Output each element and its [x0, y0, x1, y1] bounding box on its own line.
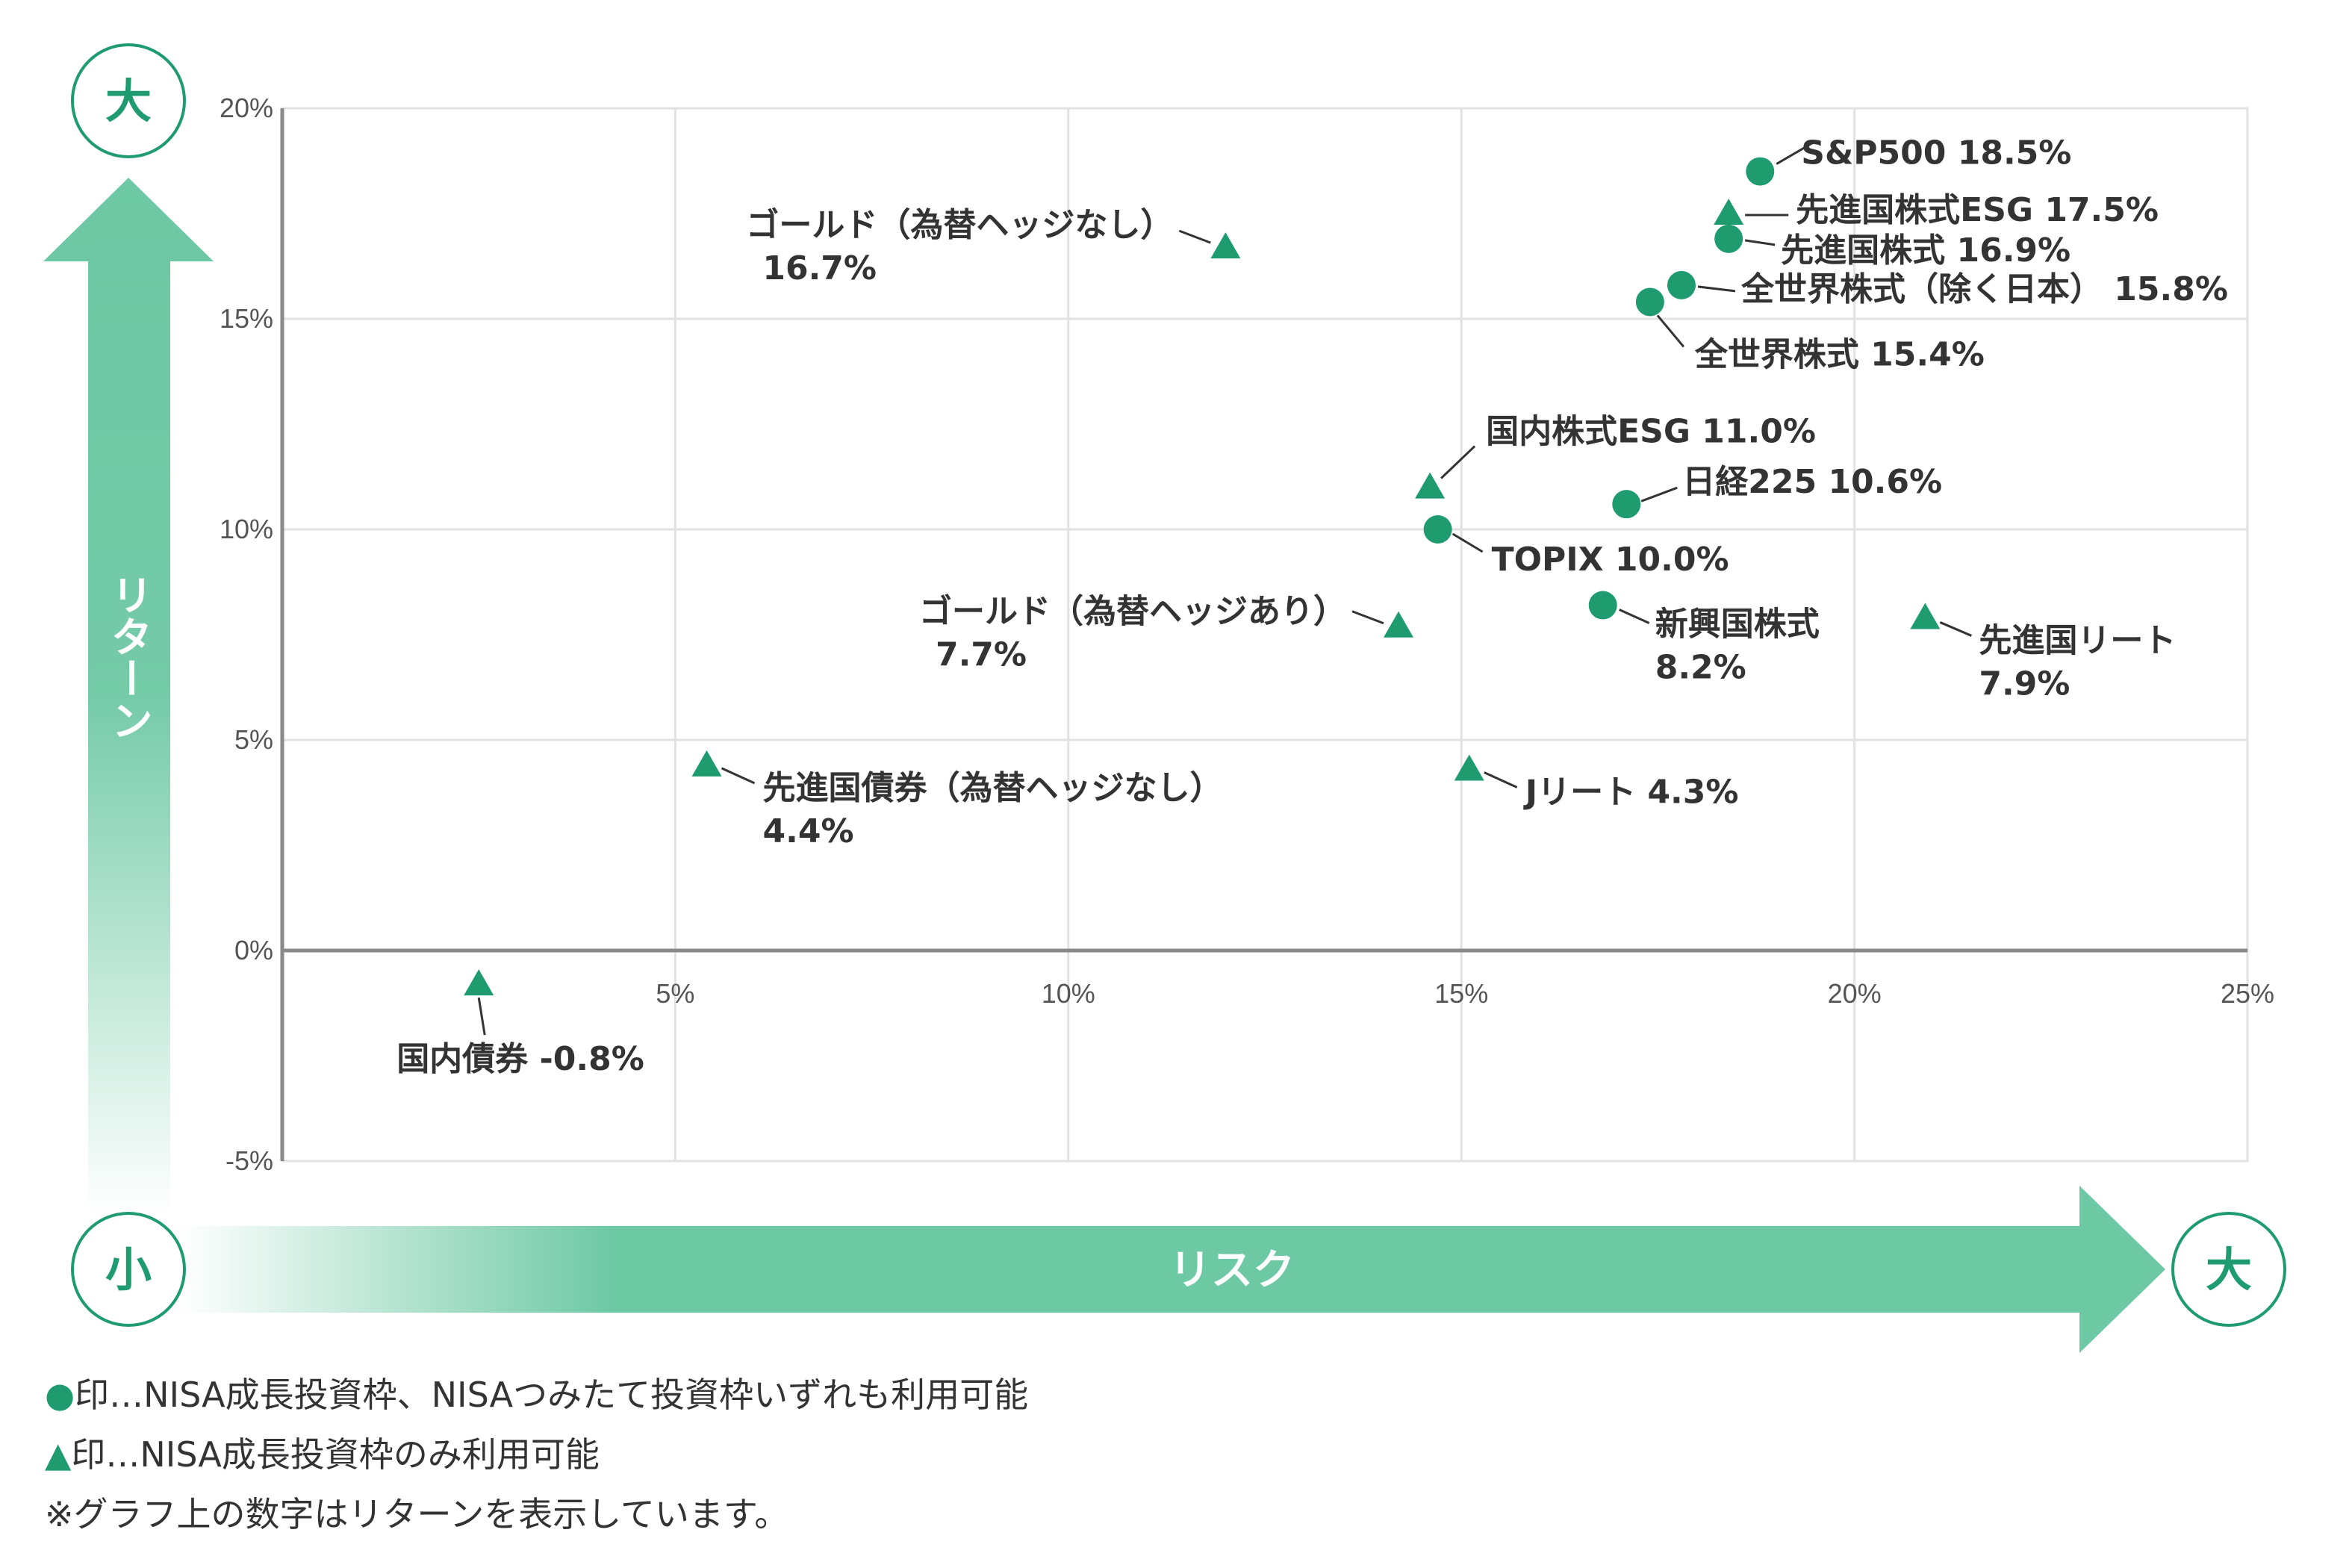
- triangle-marker: [464, 969, 494, 996]
- leader-line: [1640, 486, 1678, 503]
- triangle-legend-icon: ▲: [45, 1434, 72, 1475]
- circle-marker: [1667, 270, 1696, 299]
- y-tick-label: 0%: [234, 935, 273, 965]
- leader-line: [1939, 621, 1972, 637]
- risk-axis-label: リスク: [1169, 1246, 1295, 1295]
- svg-text:大: 大: [2206, 1242, 2252, 1297]
- circle-marker: [1635, 287, 1664, 317]
- leader-line: [1697, 285, 1736, 293]
- point-label: ゴールド（為替ヘッジなし）: [746, 206, 1173, 244]
- risk-arrow: [179, 1186, 2165, 1353]
- return-axis-label: リターン: [105, 573, 153, 741]
- return-arrow: [43, 178, 214, 1213]
- point-label: 新興国株式: [1655, 606, 1820, 644]
- point-label: 日経225 10.6%: [1682, 463, 1942, 501]
- triangle-marker: [1415, 472, 1446, 499]
- point-label: TOPIX 10.0%: [1492, 541, 1729, 579]
- x-tick-label: 15%: [1434, 978, 1488, 1009]
- circle-legend-text: 印…NISA成長投資枠、NISAつみたて投資枠いずれも利用可能: [75, 1375, 1029, 1415]
- leader-line: [1351, 610, 1384, 625]
- point-label: 先進国株式ESG 17.5%: [1796, 191, 2159, 229]
- y-tick-label: 15%: [220, 303, 273, 334]
- leader-line: [1440, 445, 1476, 479]
- point-value-label: 4.4%: [763, 812, 854, 850]
- x-tick-label: 10%: [1042, 978, 1095, 1009]
- origin-low-badge: 小: [71, 1212, 186, 1327]
- point-label: 先進国リート: [1979, 621, 2176, 659]
- point-value-label: 7.7%: [936, 636, 1027, 674]
- point-label: 全世界株式（除く日本） 15.8%: [1740, 270, 2228, 308]
- point-label: 国内債券 -0.8%: [396, 1040, 644, 1078]
- triangle-marker: [1454, 754, 1484, 781]
- point-label: 国内株式ESG 11.0%: [1486, 413, 1816, 451]
- point-label: 先進国債券（為替ヘッジなし）: [763, 769, 1223, 807]
- leader-line: [1656, 314, 1685, 348]
- circle-marker: [1588, 591, 1617, 620]
- point-value-label: 16.7%: [762, 249, 877, 287]
- triangle-marker: [1210, 232, 1241, 259]
- leader-line: [1178, 229, 1211, 244]
- svg-text:小: 小: [105, 1242, 152, 1297]
- return-high-badge: 大: [71, 43, 186, 158]
- circle-marker: [1612, 490, 1641, 519]
- x-tick-label: 25%: [2221, 978, 2274, 1009]
- point-label: ゴールド（為替ヘッジあり）: [919, 593, 1346, 631]
- triangle-marker: [1714, 199, 1744, 225]
- triangle-marker: [1383, 611, 1413, 638]
- leader-line: [1744, 239, 1776, 246]
- leader-line: [1452, 532, 1484, 553]
- plot-area: 5% 10% 15% 20% 25% 20% 15% 10% 5% 0% -5% S&P500 18…: [220, 93, 2274, 1176]
- legend-triangle: ▲印…NISA成長投資枠のみ利用可能: [45, 1428, 600, 1477]
- leader-line: [477, 997, 486, 1036]
- leader-line: [1776, 142, 1814, 165]
- svg-text:大: 大: [105, 74, 152, 128]
- y-tick-label: 10%: [220, 514, 273, 544]
- circle-legend-icon: ●: [45, 1375, 75, 1415]
- triangle-marker: [1910, 603, 1941, 629]
- y-tick-label: -5%: [225, 1145, 273, 1176]
- point-label: S&P500 18.5%: [1801, 134, 2071, 172]
- y-tick-label: 20%: [220, 93, 273, 123]
- point-label: 全世界株式 15.4%: [1694, 335, 1985, 373]
- legend-note: ※グラフ上の数字はリターンを表示しています。: [45, 1494, 789, 1534]
- circle-marker: [1423, 515, 1452, 544]
- leader-line: [1484, 771, 1518, 788]
- triangle-marker: [691, 750, 722, 777]
- x-tick-label: 20%: [1828, 978, 1882, 1009]
- point-value-label: 8.2%: [1655, 649, 1746, 687]
- leader-line: [1619, 609, 1650, 624]
- circle-marker: [1714, 224, 1743, 253]
- legend-circle: ●印…NISA成長投資枠、NISAつみたて投資枠いずれも利用可能: [45, 1368, 1028, 1417]
- point-label: Jリート 4.3%: [1523, 773, 1739, 811]
- y-tick-label: 5%: [234, 724, 273, 755]
- leader-line: [721, 767, 756, 785]
- point-label: 先進国株式 16.9%: [1781, 231, 2071, 270]
- triangle-legend-text: 印…NISA成長投資枠のみ利用可能: [71, 1434, 600, 1475]
- point-value-label: 7.9%: [1979, 665, 2070, 703]
- risk-high-badge: 大: [2171, 1212, 2286, 1327]
- circle-marker: [1746, 157, 1775, 186]
- x-tick-label: 5%: [656, 978, 694, 1009]
